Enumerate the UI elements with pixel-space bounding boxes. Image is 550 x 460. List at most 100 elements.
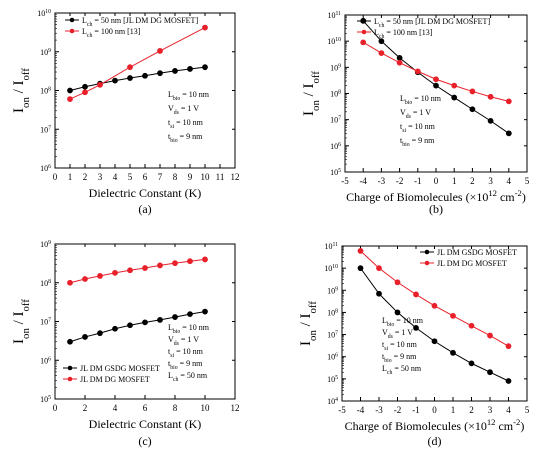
y-tick-label: 106 [330, 142, 341, 151]
legend-entry: JL DM DG MOSFET [437, 259, 507, 268]
data-point [187, 258, 193, 265]
x-tick-label: 4 [506, 405, 511, 415]
data-point [378, 38, 385, 45]
data-point [396, 54, 403, 61]
y-axis-label: Ion / Ioff [11, 68, 32, 113]
y-tick-label: 105 [40, 395, 51, 404]
data-point [357, 248, 364, 254]
data-point [487, 332, 493, 339]
data-point [97, 330, 103, 337]
parameter-annotation: Vds = 1 V [168, 335, 199, 347]
legend-swatch-marker [361, 29, 367, 35]
legend: Lch = 50 nm [JL DM DG MOSFET]Lch = 100 n… [357, 17, 490, 40]
data-point [396, 59, 403, 66]
data-point [505, 378, 512, 384]
data-point [450, 312, 456, 319]
parameter-annotation: tsi = 10 nm [168, 347, 204, 359]
x-tick-label: 3 [98, 172, 103, 182]
data-point [433, 82, 439, 89]
x-tick-label: 3 [488, 176, 493, 186]
x-tick-label: 5 [525, 405, 530, 415]
legend-entry: Lch = 100 nm [13] [82, 27, 141, 39]
y-tick-label: 107 [40, 125, 51, 134]
y-tick-label: 105 [327, 375, 338, 384]
series-line [69, 66, 206, 91]
data-point [157, 316, 163, 323]
x-axis-label: Dielectric Constant (K) [89, 186, 202, 200]
y-tick-label: 109 [40, 240, 51, 249]
data-point [142, 72, 148, 79]
data-point [82, 276, 88, 282]
legend: JL DM GSDG MOSFET JL DM DG MOSFET [420, 248, 517, 268]
legend-entry: Lch = 50 nm [JL DM DG MOSFET] [82, 16, 198, 28]
parameter-annotation: Lbio = 10 nm [382, 316, 424, 328]
data-point [487, 117, 494, 124]
parameter-annotation: Vds = 1 V [168, 104, 199, 116]
x-axis-label: Dielectric Constant (K) [89, 417, 202, 431]
data-point [394, 279, 401, 286]
data-point [142, 265, 148, 271]
y-tick-label: 109 [40, 48, 51, 57]
x-tick-label: 10 [201, 172, 211, 182]
data-point [127, 75, 133, 81]
data-point [112, 325, 118, 332]
data-point [357, 265, 364, 272]
data-point [394, 309, 401, 316]
data-point [431, 338, 438, 345]
x-tick-label: -5 [341, 176, 349, 186]
plot-frame [341, 245, 528, 402]
x-tick-label: -1 [414, 176, 422, 186]
y-axis-label: Ion / Ioff [11, 299, 32, 344]
data-point [505, 98, 512, 105]
legend-entry: JL DM DG MOSFET [80, 375, 150, 384]
y-tick-label: 108 [330, 90, 341, 99]
data-point [451, 94, 458, 101]
parameter-annotation: Lbio = 10 nm [168, 90, 210, 102]
data-point [487, 93, 494, 100]
x-tick-label: 12 [231, 403, 240, 413]
x-tick-label: 5 [128, 172, 133, 182]
x-tick-label: 4 [507, 176, 512, 186]
y-tick-label: 107 [327, 331, 338, 340]
data-point [67, 87, 73, 94]
x-tick-label: 1 [451, 405, 456, 415]
y-tick-label: 1011 [324, 242, 338, 251]
x-tick-label: 0 [432, 405, 437, 415]
data-point [451, 82, 458, 89]
data-point [82, 334, 88, 340]
legend-swatch-marker [424, 260, 430, 266]
parameter-annotation: tbio = 9 nm [168, 132, 203, 144]
data-point [376, 290, 382, 297]
data-point [157, 48, 163, 54]
series-line [362, 41, 509, 102]
data-point [172, 68, 178, 74]
x-tick-label: 1 [68, 172, 73, 182]
legend-entry: JL DM GSDG MOSFET [80, 364, 160, 373]
parameter-annotation: tsi = 10 nm [168, 118, 204, 130]
x-tick-label: 2 [83, 403, 88, 413]
x-tick-label: 10 [201, 403, 211, 413]
y-tick-label: 108 [40, 87, 51, 96]
data-point [469, 106, 476, 113]
x-tick-label: 5 [525, 176, 530, 186]
parameter-annotation: tbio = 9 nm [168, 359, 203, 371]
legend-swatch-marker [69, 17, 75, 23]
data-point [67, 279, 73, 286]
chart-b: -5 -4 -3 -2 -1 0 1 2 3 4 5 105 106 107 108 109 1010 1011 I… [301, 11, 530, 216]
data-point [127, 322, 133, 329]
x-tick-label: 11 [216, 172, 225, 182]
data-point [187, 66, 193, 72]
x-tick-label: -3 [378, 176, 386, 186]
y-tick-label: 108 [40, 279, 51, 288]
legend: Lch = 50 nm [JL DM DG MOSFET]Lch = 100 n… [65, 16, 198, 39]
x-tick-label: 0 [434, 176, 439, 186]
data-point [97, 81, 103, 88]
data-point [67, 338, 73, 345]
x-tick-label: 2 [469, 405, 474, 415]
data-point [142, 319, 148, 326]
y-tick-label: 107 [330, 116, 341, 125]
x-tick-label: 4 [113, 172, 118, 182]
y-tick-label: 104 [327, 397, 338, 406]
y-tick-label: 105 [330, 168, 341, 177]
